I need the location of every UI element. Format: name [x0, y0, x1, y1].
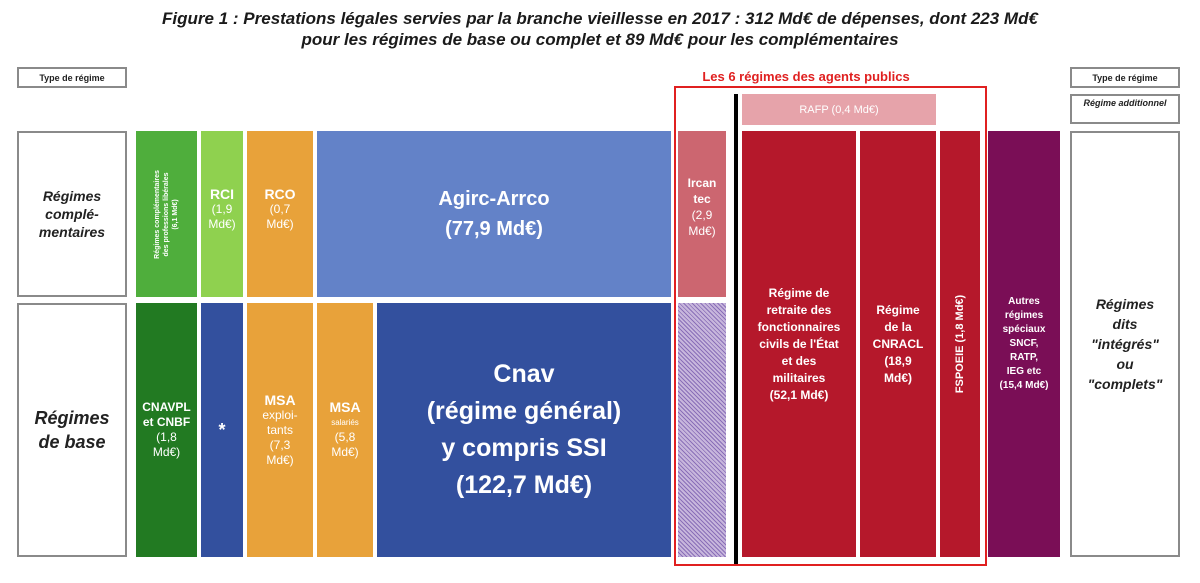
cnav-line-4: (122,7 Md€): [455, 471, 593, 499]
fonctionnaires-l6: militaires: [772, 370, 826, 385]
title-line-1: Figure 1 : Prestations légales servies p…: [162, 9, 1038, 28]
autres-l4: SNCF,: [1009, 338, 1039, 349]
title-line-2: pour les régimes de base ou complet et 8…: [301, 30, 899, 49]
autres-l7: (15,4 Md€): [999, 380, 1049, 391]
label-base-l2: de base: [38, 432, 106, 452]
msa-exploitants-value: (7,3: [269, 437, 291, 452]
msa-salaries-value: (5,8: [334, 430, 356, 444]
rci-name: RCI: [209, 186, 235, 202]
rco-value: (0,7: [269, 202, 291, 216]
autres-l5: RATP,: [1010, 352, 1038, 363]
cnavpl-name: CNAVPL: [142, 400, 191, 414]
cnav-line-3: y compris SSI: [441, 434, 607, 462]
cnracl-l5: Md€): [884, 370, 912, 385]
autres-l6: IEG etc: [1006, 366, 1042, 377]
ircantec-value: (2,9: [691, 208, 713, 222]
cnracl-l1: Régime: [876, 302, 920, 317]
cnracl-l2: de la: [884, 319, 912, 334]
msa-salaries-name: MSA: [329, 399, 361, 415]
block-rco: RCO (0,7 Md€): [247, 131, 313, 297]
autres-l3: spéciaux: [1002, 324, 1046, 335]
msa-exploitants-value-2: Md€): [266, 452, 294, 467]
label-complementaires-l3: mentaires: [38, 224, 106, 240]
professions-liberales-l3: (6,1 Md€): [172, 198, 180, 230]
rco-value-2: Md€): [266, 217, 294, 231]
cnavpl-value-2: Md€): [152, 445, 181, 459]
agents-publics-frame: [674, 86, 987, 566]
label-complementaires-l1: Régimes: [42, 188, 102, 204]
fonctionnaires-l4: civils de l'État: [759, 336, 839, 351]
msa-exploitants-sub-2: tants: [266, 422, 293, 437]
block-autres-regimes: Autres régimes spéciaux SNCF, RATP, IEG …: [988, 131, 1060, 557]
label-integres-l5: "complets": [1087, 376, 1163, 392]
msa-salaries-value-2: Md€): [331, 445, 359, 459]
label-integres-l1: Régimes: [1095, 296, 1155, 312]
agents-publics-label: Les 6 régimes des agents publics: [702, 69, 910, 84]
msa-exploitants-sub-1: exploi-: [262, 407, 298, 422]
block-rafp: RAFP (0,4 Md€): [742, 94, 936, 125]
block-professions-liberales: Régimes complémentaires des professions …: [136, 131, 197, 297]
label-complementaires-l2: complé-: [45, 206, 99, 222]
rci-value-2: Md€): [208, 217, 236, 231]
block-cnavpl-cnbf: CNAVPL et CNBF (1,8 Md€): [136, 303, 197, 557]
label-base: Régimes de base: [17, 303, 127, 557]
block-cnracl: Régime de la CNRACL (18,9 Md€): [860, 131, 936, 557]
block-star: *: [201, 303, 243, 557]
label-base-l1: Régimes: [34, 408, 110, 428]
label-integres-l2: dits: [1112, 316, 1138, 332]
block-ircantec: Ircan tec (2,9 Md€): [678, 131, 726, 297]
agirc-name: Agirc-Arrco: [438, 188, 550, 210]
ircantec-name: Ircan: [687, 176, 717, 190]
label-integres-l4: ou: [1116, 356, 1134, 372]
block-msa-salaries: MSA salariés (5,8 Md€): [317, 303, 373, 557]
type-tag-left: Type de régime: [17, 67, 127, 88]
rci-value: (1,9: [211, 202, 233, 216]
additionnel-tag: Régime additionnel: [1070, 94, 1180, 124]
fonctionnaires-l7: (52,1 Md€): [769, 387, 829, 402]
separator-bar: [734, 94, 738, 564]
figure-title: Figure 1 : Prestations légales servies p…: [0, 8, 1200, 50]
label-complementaires: Régimes complé- mentaires: [17, 131, 127, 297]
block-cnav: Cnav (régime général) y compris SSI (122…: [377, 303, 671, 557]
block-fonctionnaires: Régime de retraite des fonctionnaires ci…: [742, 131, 856, 557]
fonctionnaires-l3: fonctionnaires: [757, 319, 841, 334]
block-fspoeie: FSPOEIE (1,8 Md€): [940, 131, 980, 557]
label-integres: Régimes dits "intégrés" ou "complets": [1070, 131, 1180, 557]
agirc-value: (77,9 Md€): [445, 218, 543, 240]
rafp-label: RAFP (0,4 Md€): [799, 103, 879, 116]
block-msa-exploitants: MSA exploi- tants (7,3 Md€): [247, 303, 313, 557]
label-integres-l3: "intégrés": [1091, 336, 1159, 352]
cnracl-l3: CNRACL: [872, 336, 924, 351]
star-label: *: [218, 419, 226, 440]
professions-liberales-l1: Régimes complémentaires: [154, 169, 162, 259]
fonctionnaires-l5: et des: [781, 353, 817, 368]
ircantec-value-2: Md€): [688, 224, 716, 238]
msa-salaries-sub: salariés: [331, 418, 359, 427]
cnav-line-1: Cnav: [493, 360, 555, 388]
autres-l2: régimes: [1004, 310, 1044, 321]
cnavpl-name-2: et CNBF: [142, 415, 191, 429]
type-tag-right: Type de régime: [1070, 67, 1180, 88]
cnracl-l4: (18,9: [884, 353, 912, 368]
msa-exploitants-name: MSA: [264, 391, 296, 408]
ircantec-name-2: tec: [693, 192, 711, 206]
rco-name: RCO: [264, 186, 296, 202]
block-ircantec-hatched: [678, 303, 726, 557]
fonctionnaires-l1: Régime de: [768, 285, 830, 300]
fonctionnaires-l2: retraite des: [766, 302, 832, 317]
cnav-line-2: (régime général): [426, 397, 622, 425]
cnavpl-value: (1,8: [156, 430, 177, 444]
block-rci: RCI (1,9 Md€): [201, 131, 243, 297]
autres-l1: Autres: [1008, 296, 1040, 307]
fspoeie-label: FSPOEIE (1,8 Md€): [954, 294, 967, 394]
block-agirc-arrco: Agirc-Arrco (77,9 Md€): [317, 131, 671, 297]
professions-liberales-l2: des professions libérales: [163, 171, 171, 257]
